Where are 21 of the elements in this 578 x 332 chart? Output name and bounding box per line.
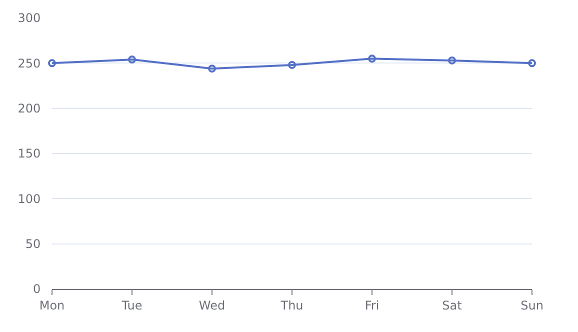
y-tick-label: 0 bbox=[32, 282, 41, 296]
point bbox=[288, 60, 296, 69]
x-tick-label: Sun bbox=[520, 298, 544, 312]
x-tick-label: Mon bbox=[39, 298, 65, 312]
y-tick-label: 200 bbox=[18, 102, 41, 116]
x-tick-label: Thu bbox=[280, 298, 304, 312]
y-tick-label: 300 bbox=[18, 11, 41, 26]
y-tick-label: 50 bbox=[25, 237, 41, 252]
point bbox=[208, 64, 216, 73]
point bbox=[368, 54, 376, 63]
x-tick-label: Sat bbox=[442, 298, 462, 312]
y-tick-label: 100 bbox=[18, 192, 41, 206]
y-tick-label: 150 bbox=[18, 146, 41, 161]
x-tick-label: Tue bbox=[120, 298, 142, 312]
point bbox=[448, 56, 456, 64]
point bbox=[48, 59, 56, 68]
y-tick-label: 250 bbox=[18, 56, 41, 70]
x-tick-label: Fri bbox=[364, 298, 380, 312]
point bbox=[528, 59, 536, 68]
x-tick-label: Wed bbox=[198, 298, 226, 312]
point bbox=[128, 56, 136, 64]
